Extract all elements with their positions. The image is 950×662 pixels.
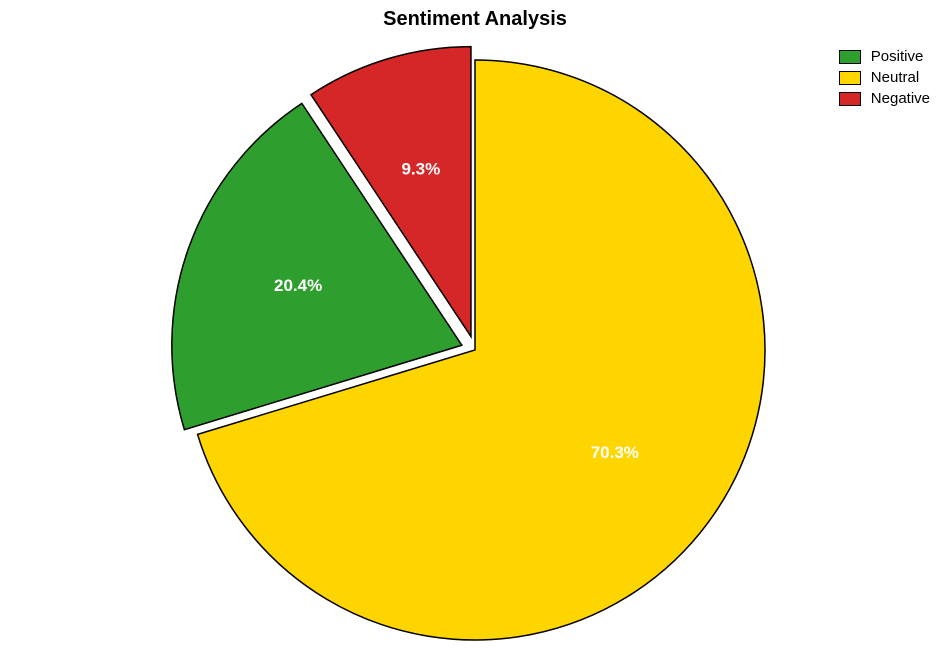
legend: Positive Neutral Negative: [839, 48, 930, 111]
pie-svg: 70.3% 20.4% 9.3%: [0, 0, 950, 662]
legend-item-positive: Positive: [839, 48, 930, 65]
legend-label: Neutral: [871, 69, 919, 86]
legend-label: Negative: [871, 90, 930, 107]
pie-slice-label-neutral: 70.3%: [591, 443, 639, 462]
legend-swatch: [839, 71, 861, 85]
legend-swatch: [839, 92, 861, 106]
sentiment-pie-chart: Sentiment Analysis 70.3%20.4%9.3% Positi…: [0, 0, 950, 662]
legend-label: Positive: [871, 48, 924, 65]
legend-swatch: [839, 50, 861, 64]
pie-slice-label-negative: 9.3%: [401, 159, 440, 178]
legend-item-negative: Negative: [839, 90, 930, 107]
legend-item-neutral: Neutral: [839, 69, 930, 86]
pie-slice-label-positive: 20.4%: [274, 276, 322, 295]
